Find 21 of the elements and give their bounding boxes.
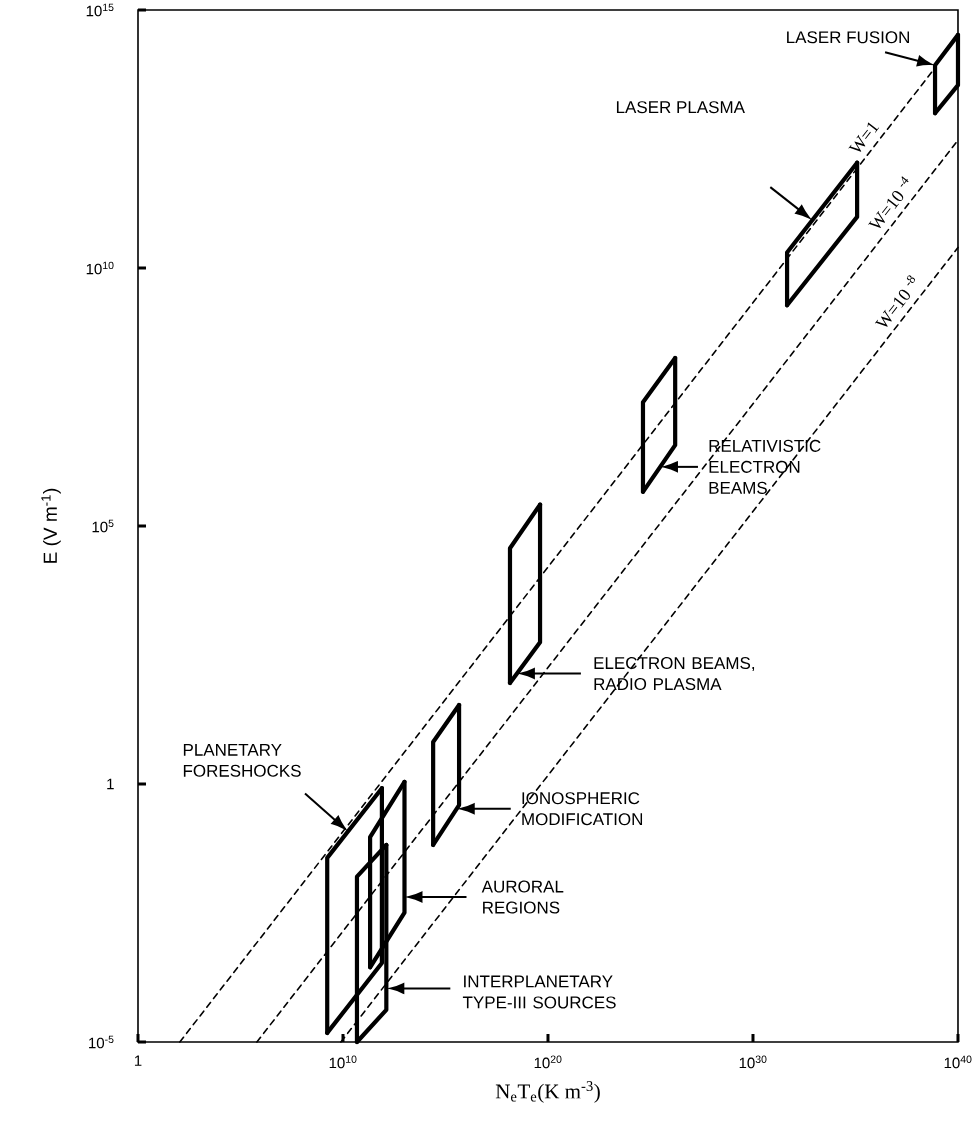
x-tick-label: 1 <box>134 1055 142 1066</box>
text: W=1 <box>848 122 880 152</box>
y-tick-label: 10$^{15}$ <box>86 3 114 17</box>
x-tick-label: 10$^{30}$ <box>739 1055 767 1069</box>
annotation: AURORAL REGIONS <box>481 880 564 914</box>
annotation: RELATIVISTIC ELECTRON BEAMS <box>709 439 821 494</box>
x-tick-label: 10$^{20}$ <box>534 1055 562 1069</box>
x-tick-label: 10$^{40}$ <box>944 1055 972 1069</box>
x-axis-title: N$_{e}$T$_{e}$(K m$^{-3}$) <box>495 1081 600 1103</box>
x-tick-label: 10$^{10}$ <box>329 1055 357 1069</box>
annotation: INTERPLANETARY TYPE-III SOURCES <box>462 975 616 1009</box>
annotation: LASER PLASMA <box>616 101 745 114</box>
y-tick-label: 10$^{10}$ <box>86 261 114 275</box>
annotation: PLANETARY FORESHOCKS <box>183 743 301 777</box>
y-axis-title: E (V m$^{-1}$) <box>41 488 61 563</box>
annotation: ELECTRON BEAMS, RADIO PLASMA <box>594 657 755 691</box>
y-tick-label: 1 <box>107 778 114 790</box>
y-tick-label: 10$^{5}$ <box>92 519 114 533</box>
annotation: LASER FUSION <box>787 31 909 44</box>
y-tick-label: 10$^{-5}$ <box>89 1035 114 1049</box>
annotation: IONOSPHERIC MODIFICATION <box>522 792 643 826</box>
